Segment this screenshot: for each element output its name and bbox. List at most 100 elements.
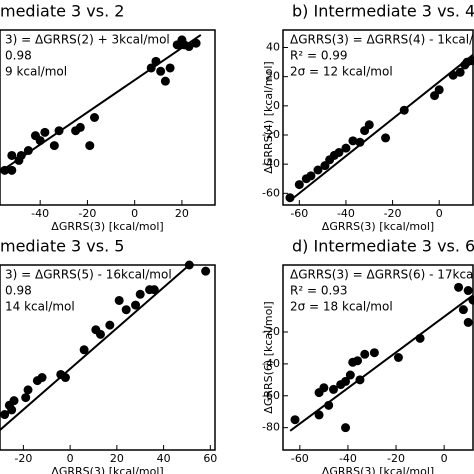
x-tick-label: -20 [14,452,32,465]
data-point [79,345,89,355]
x-tick-label: 0 [131,207,138,220]
data-point [458,305,468,315]
data-point [23,385,33,395]
chart-title: b) Intermediate 3 vs. 4 [292,2,474,21]
data-point [306,171,316,181]
data-point [285,193,295,203]
data-point [23,146,33,156]
data-point [393,353,403,362]
x-axis-label: ΔGRRS(3) [kcal/mol] [51,220,163,233]
data-point [0,165,10,175]
y-tick-label: -40 [262,157,280,170]
y-tick-label: -40 [262,357,280,370]
y-tick-label: -20 [262,128,280,141]
data-point [151,56,161,66]
x-tick-label: -40 [339,452,357,465]
data-point [399,105,409,115]
fit-line [289,294,474,432]
x-axis-label: ΔGRRS(3) [kcal/mol] [322,220,434,233]
data-point [467,56,474,66]
data-point [448,70,458,80]
annotation: R² = 0.93 [290,284,348,298]
data-point [345,370,355,380]
data-point [364,120,374,130]
annotation: 0.98 [5,49,32,63]
data-point [341,143,351,153]
data-point [334,148,344,157]
data-point [0,410,10,420]
data-point [381,133,391,143]
data-point [313,165,323,175]
data-point [121,305,131,315]
data-point [9,396,19,406]
data-point [54,126,64,136]
y-tick-label: -80 [262,421,280,434]
data-point [156,66,166,76]
annotation: 9 kcal/mol [5,65,67,79]
plot-frame [0,264,216,451]
fit-line [289,54,474,202]
data-point [454,282,464,292]
y-tick-label: 20 [266,70,280,83]
data-point [319,383,329,393]
annotation: ΔGRRS(3) = ΔGRRS(6) - 17kcal/mol [290,268,474,282]
data-point [463,286,473,296]
data-point [37,373,47,383]
y-axis-label: ΔGRRS(4) [kcal/mol] [262,61,275,173]
x-tick-label: -60 [291,452,309,465]
data-point [7,150,17,160]
y-tick-label: -20 [262,325,280,338]
data-point [329,384,339,394]
data-point [455,67,465,77]
data-point [75,122,85,132]
data-point [184,260,194,270]
data-point [49,141,59,151]
plot-frame [282,29,474,206]
data-point [341,376,351,386]
data-point [131,300,141,310]
x-axis-label: ΔGRRS(3) [kcal/mol] [51,465,163,474]
data-point [294,180,304,190]
x-tick-label: 0 [67,452,74,465]
data-point [114,295,124,305]
x-tick-label: -60 [290,207,308,220]
y-tick-label: 40 [266,41,280,54]
y-tick-label: 0 [273,99,280,112]
data-point [324,400,334,410]
x-tick-label: -20 [78,207,96,220]
data-point [160,76,170,86]
data-point [353,356,363,366]
x-tick-label: 20 [175,207,189,220]
y-tick-label: -60 [262,389,280,402]
data-point [7,165,17,175]
data-point [60,373,70,383]
data-point [135,289,145,299]
annotation: 3) = ΔGRRS(5) - 16kcal/mol [5,268,172,282]
x-tick-label: 20 [110,452,124,465]
y-axis-label: ΔGRRS(6) [kcal/mol] [262,301,275,413]
data-point [191,38,201,48]
data-point [40,127,50,137]
fit-line [0,34,202,173]
x-tick-label: 60 [203,452,217,465]
data-point [369,348,379,358]
chart-title: mediate 3 vs. 2 [0,2,124,21]
x-tick-label: 40 [157,452,171,465]
annotation: 2σ = 18 kcal/mol [290,300,393,314]
x-axis-label: ΔGRRS(3) [kcal/mol] [322,465,434,474]
data-point [463,317,473,327]
data-point [348,136,358,146]
data-point [201,266,211,276]
data-point [21,393,31,403]
data-point [149,285,159,295]
data-point [290,415,300,425]
annotation: 14 kcal/mol [5,300,75,314]
data-point [360,349,370,359]
y-tick-label: -60 [262,186,280,199]
annotation: 2σ = 12 kcal/mol [290,65,393,79]
x-tick-label: -40 [337,207,355,220]
data-point [341,423,351,433]
x-tick-label: -40 [31,207,49,220]
